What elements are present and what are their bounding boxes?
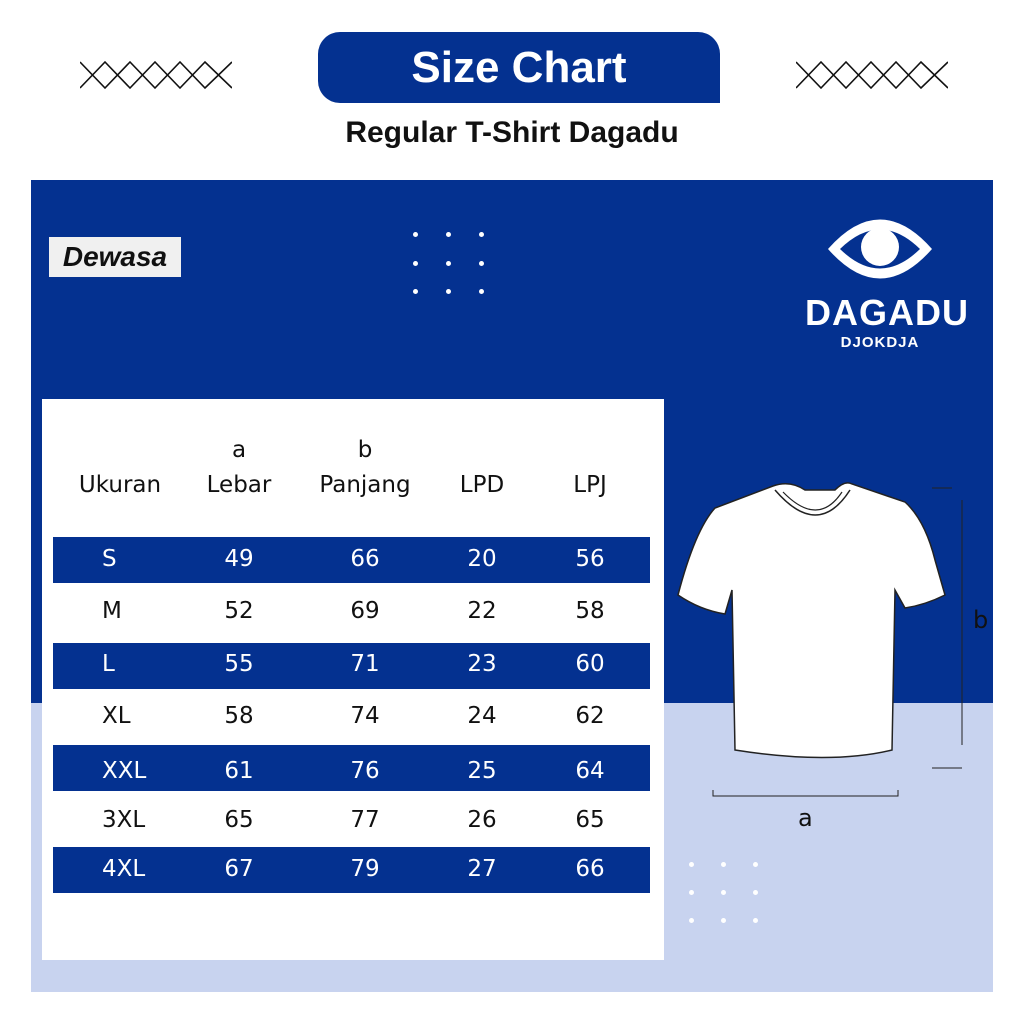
column-header: Lebar (206, 472, 272, 498)
measure-cell: 62 (575, 703, 605, 729)
measure-cell: 58 (224, 703, 254, 729)
measure-cell: 52 (224, 598, 254, 624)
measure-cell: 76 (350, 758, 380, 784)
measure-cell: 77 (350, 807, 380, 833)
dagadu-logo: DAGADU DJOKDJA (805, 210, 969, 351)
size-cell: XXL (102, 758, 147, 784)
column-header: Panjang (319, 472, 411, 498)
width-label: a (798, 804, 813, 832)
measure-cell: 66 (575, 856, 605, 882)
logo-brand: DAGADU (805, 292, 969, 333)
column-top-label: b (357, 437, 373, 463)
cross-pattern-decoration-right (796, 60, 948, 90)
measure-cell: 49 (224, 546, 254, 572)
measure-cell: 58 (575, 598, 605, 624)
size-cell: L (102, 651, 115, 677)
measure-cell: 55 (224, 651, 254, 677)
measure-cell: 26 (467, 807, 497, 833)
measure-cell: 20 (467, 546, 497, 572)
tshirt-diagram (677, 482, 963, 797)
measure-cell: 67 (224, 856, 254, 882)
size-table: Ukuran a Lebar b Panjang LPD LPJ S 49 66 20 56 M 52 69… (42, 399, 664, 960)
row-stripe (53, 643, 650, 689)
size-cell: S (102, 546, 117, 572)
row-stripe (53, 745, 650, 791)
cross-pattern-decoration-left (80, 60, 232, 90)
measure-cell: 22 (467, 598, 497, 624)
measure-cell: 25 (467, 758, 497, 784)
row-stripe (53, 537, 650, 583)
measure-cell: 23 (467, 651, 497, 677)
column-header: Ukuran (78, 472, 162, 498)
column-header: LPJ (573, 472, 607, 498)
measure-cell: 69 (350, 598, 380, 624)
length-label: b (973, 606, 989, 634)
measure-cell: 60 (575, 651, 605, 677)
column-top-label: a (231, 437, 247, 463)
size-cell: 3XL (102, 807, 146, 833)
size-cell: M (102, 598, 122, 624)
column-header: LPD (459, 472, 505, 498)
measure-cell: 71 (350, 651, 380, 677)
measure-cell: 56 (575, 546, 605, 572)
measure-cell: 64 (575, 758, 605, 784)
size-cell: XL (102, 703, 131, 729)
size-cell: 4XL (102, 856, 146, 882)
measure-cell: 24 (467, 703, 497, 729)
measure-cell: 61 (224, 758, 254, 784)
row-stripe (53, 847, 650, 893)
measure-cell: 74 (350, 703, 380, 729)
measure-cell: 79 (350, 856, 380, 882)
logo-sub: DJOKDJA (840, 334, 920, 351)
page-title: Size Chart (318, 32, 720, 103)
eye-icon (828, 219, 932, 279)
measure-cell: 27 (467, 856, 497, 882)
category-label: Dewasa (49, 237, 181, 277)
subtitle: Regular T-Shirt Dagadu (345, 116, 679, 149)
measure-cell: 65 (224, 807, 254, 833)
measure-cell: 65 (575, 807, 605, 833)
measure-cell: 66 (350, 546, 380, 572)
